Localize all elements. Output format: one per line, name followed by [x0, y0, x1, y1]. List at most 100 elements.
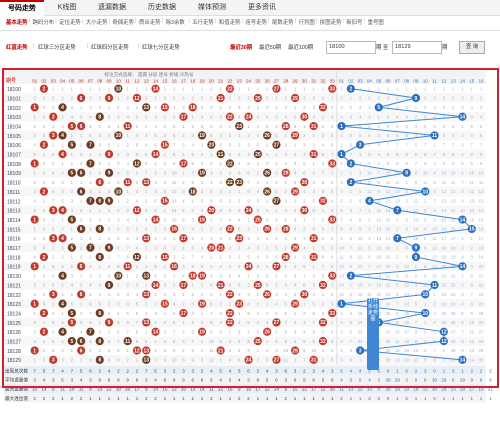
red-ball	[318, 103, 328, 112]
tab-number-trend[interactable]: 号码走势	[0, 0, 44, 16]
missing-count: 1	[275, 208, 278, 213]
recent-100-link[interactable]: 最近100期	[288, 45, 314, 51]
tab-media-forecast[interactable]: 媒体预测	[198, 4, 226, 11]
missing-count: 3	[443, 105, 446, 110]
missing-count: 4	[396, 114, 399, 119]
missing-count: 6	[219, 208, 222, 213]
missing-count: 6	[340, 208, 343, 213]
missing-count: 7	[471, 142, 474, 147]
missing-count: 6	[443, 133, 446, 138]
missing-count: 3	[182, 189, 185, 194]
period-number: 18110	[7, 181, 21, 187]
subnav-item[interactable]: 连号走势	[245, 20, 267, 26]
query-button[interactable]: 查 询	[459, 41, 485, 54]
recent-30-link[interactable]: 最近30期	[230, 45, 253, 51]
missing-count: 3	[89, 105, 92, 110]
red-ball-number: 22	[227, 161, 233, 167]
red-ball	[300, 112, 309, 121]
subnav-item[interactable]: 除3余数	[165, 20, 185, 26]
missing-count: 2	[285, 189, 288, 194]
missing-count: 1	[210, 86, 213, 91]
missing-count: 12	[172, 189, 177, 194]
missing-count: 2	[89, 96, 92, 101]
tab-more-news[interactable]: 更多资讯	[248, 4, 276, 11]
missing-count: 2	[312, 142, 315, 147]
subnav-item[interactable]: 拼图走势	[319, 20, 342, 26]
subnav-item[interactable]: 和值走势	[218, 20, 241, 26]
missing-count: 5	[43, 133, 46, 138]
missing-count: 3	[396, 105, 399, 110]
missing-count: 7	[52, 199, 55, 204]
missing-count: 4	[99, 152, 102, 157]
subnav-item[interactable]: 行列图	[298, 20, 315, 26]
red-ball-number: 5	[70, 143, 73, 149]
red-ball	[216, 150, 225, 159]
number-column-label: 07	[395, 79, 401, 84]
red-ball-number: 7	[89, 143, 92, 149]
toolbar-tab-red-blue[interactable]: 红蓝走势	[6, 45, 28, 51]
missing-count: 4	[238, 161, 241, 166]
red-ball	[272, 140, 281, 149]
subnav-item[interactable]: 跨码分布	[32, 20, 55, 26]
missing-count: 6	[247, 171, 250, 176]
missing-count: 4	[210, 114, 213, 119]
missing-count: 14	[479, 208, 484, 213]
missing-count: 1	[89, 152, 92, 157]
missing-count: 4	[415, 133, 418, 138]
missing-count: 4	[368, 114, 371, 119]
to-period-input[interactable]: 18129	[392, 41, 442, 54]
missing-count: 3	[331, 189, 334, 194]
missing-count: 2	[201, 189, 204, 194]
subnav-item[interactable]: 奇偶走势	[112, 20, 134, 26]
missing-count: 1	[266, 86, 269, 91]
missing-count: 8	[480, 152, 483, 157]
missing-count: 2	[285, 142, 288, 147]
from-period-input[interactable]: 18100	[326, 41, 376, 54]
missing-count: 5	[359, 189, 362, 194]
recent-50-link[interactable]: 最近50期	[259, 45, 282, 51]
missing-count: 6	[452, 133, 455, 138]
line-chart-tooltip[interactable]: 打开折线走势图	[367, 298, 379, 370]
number-column-label: 14	[460, 79, 466, 84]
toolbar-separator: |	[87, 43, 89, 49]
missing-count: 8	[443, 152, 446, 157]
missing-count: 8	[368, 152, 371, 157]
subnav-item[interactable]: 尾数走势	[272, 20, 294, 26]
missing-count: 2	[294, 152, 297, 157]
missing-count: 1	[182, 124, 185, 129]
red-ball	[300, 206, 309, 215]
missing-count: 10	[395, 171, 400, 176]
period-number: 18108	[7, 162, 21, 168]
missing-count: 1	[43, 96, 46, 101]
missing-count: 2	[210, 96, 213, 101]
tab-history-data[interactable]: 历史数据	[148, 4, 176, 11]
subnav-item[interactable]: 重号图	[367, 20, 384, 26]
subnav-item[interactable]: 新旧号	[346, 20, 363, 26]
toolbar-tab-three-zone[interactable]: 红球三分区走势	[38, 45, 76, 51]
missing-count: 9	[424, 161, 427, 166]
tab-kline[interactable]: K线图	[57, 4, 77, 11]
missing-count: 4	[285, 208, 288, 213]
missing-count: 3	[368, 105, 371, 110]
chart-highlight-frame	[2, 68, 499, 388]
subnav-item[interactable]: 五行走势	[192, 20, 214, 26]
red-ball	[188, 187, 197, 196]
missing-count: 6	[303, 171, 306, 176]
toolbar-tab-seven-zone[interactable]: 红球七分区走势	[142, 45, 180, 51]
missing-count: 6	[471, 133, 474, 138]
missing-count: 1	[80, 105, 83, 110]
red-ball-number: 3	[52, 115, 55, 121]
subnav-item[interactable]: 大小走势	[85, 20, 108, 26]
toolbar-tab-four-zone[interactable]: 红球四分区走势	[91, 45, 129, 51]
subnav-separator: |	[108, 18, 110, 24]
subnav-item[interactable]: 基本走势	[6, 20, 28, 26]
missing-count: 1	[108, 86, 111, 91]
missing-count: 6	[99, 171, 102, 176]
missing-count: 1	[359, 86, 362, 91]
subnav-item[interactable]: 定位走势	[59, 20, 81, 26]
row-stripe	[4, 130, 486, 141]
tab-missing-data[interactable]: 遗漏数据	[98, 4, 126, 11]
red-ball	[67, 121, 76, 131]
subnav-item[interactable]: 质合走势	[139, 20, 161, 26]
missing-count: 13	[386, 199, 391, 204]
